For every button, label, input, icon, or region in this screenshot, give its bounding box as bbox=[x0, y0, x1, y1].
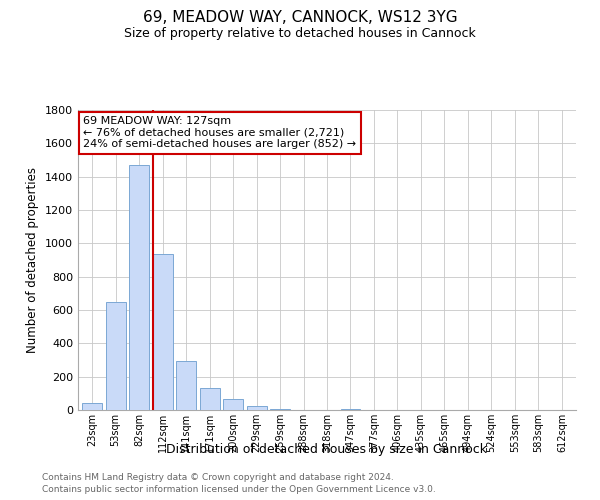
Bar bbox=[247, 406, 266, 410]
Text: Distribution of detached houses by size in Cannock: Distribution of detached houses by size … bbox=[167, 442, 487, 456]
Bar bbox=[341, 408, 361, 410]
Bar bbox=[152, 254, 173, 410]
Bar bbox=[82, 404, 102, 410]
Bar bbox=[223, 399, 243, 410]
Text: Contains HM Land Registry data © Crown copyright and database right 2024.: Contains HM Land Registry data © Crown c… bbox=[42, 472, 394, 482]
Bar bbox=[129, 165, 149, 410]
Text: 69 MEADOW WAY: 127sqm
← 76% of detached houses are smaller (2,721)
24% of semi-d: 69 MEADOW WAY: 127sqm ← 76% of detached … bbox=[83, 116, 356, 149]
Bar bbox=[200, 388, 220, 410]
Text: Contains public sector information licensed under the Open Government Licence v3: Contains public sector information licen… bbox=[42, 485, 436, 494]
Y-axis label: Number of detached properties: Number of detached properties bbox=[26, 167, 40, 353]
Bar bbox=[106, 302, 125, 410]
Text: Size of property relative to detached houses in Cannock: Size of property relative to detached ho… bbox=[124, 28, 476, 40]
Text: 69, MEADOW WAY, CANNOCK, WS12 3YG: 69, MEADOW WAY, CANNOCK, WS12 3YG bbox=[143, 10, 457, 25]
Bar bbox=[270, 409, 290, 410]
Bar bbox=[176, 361, 196, 410]
